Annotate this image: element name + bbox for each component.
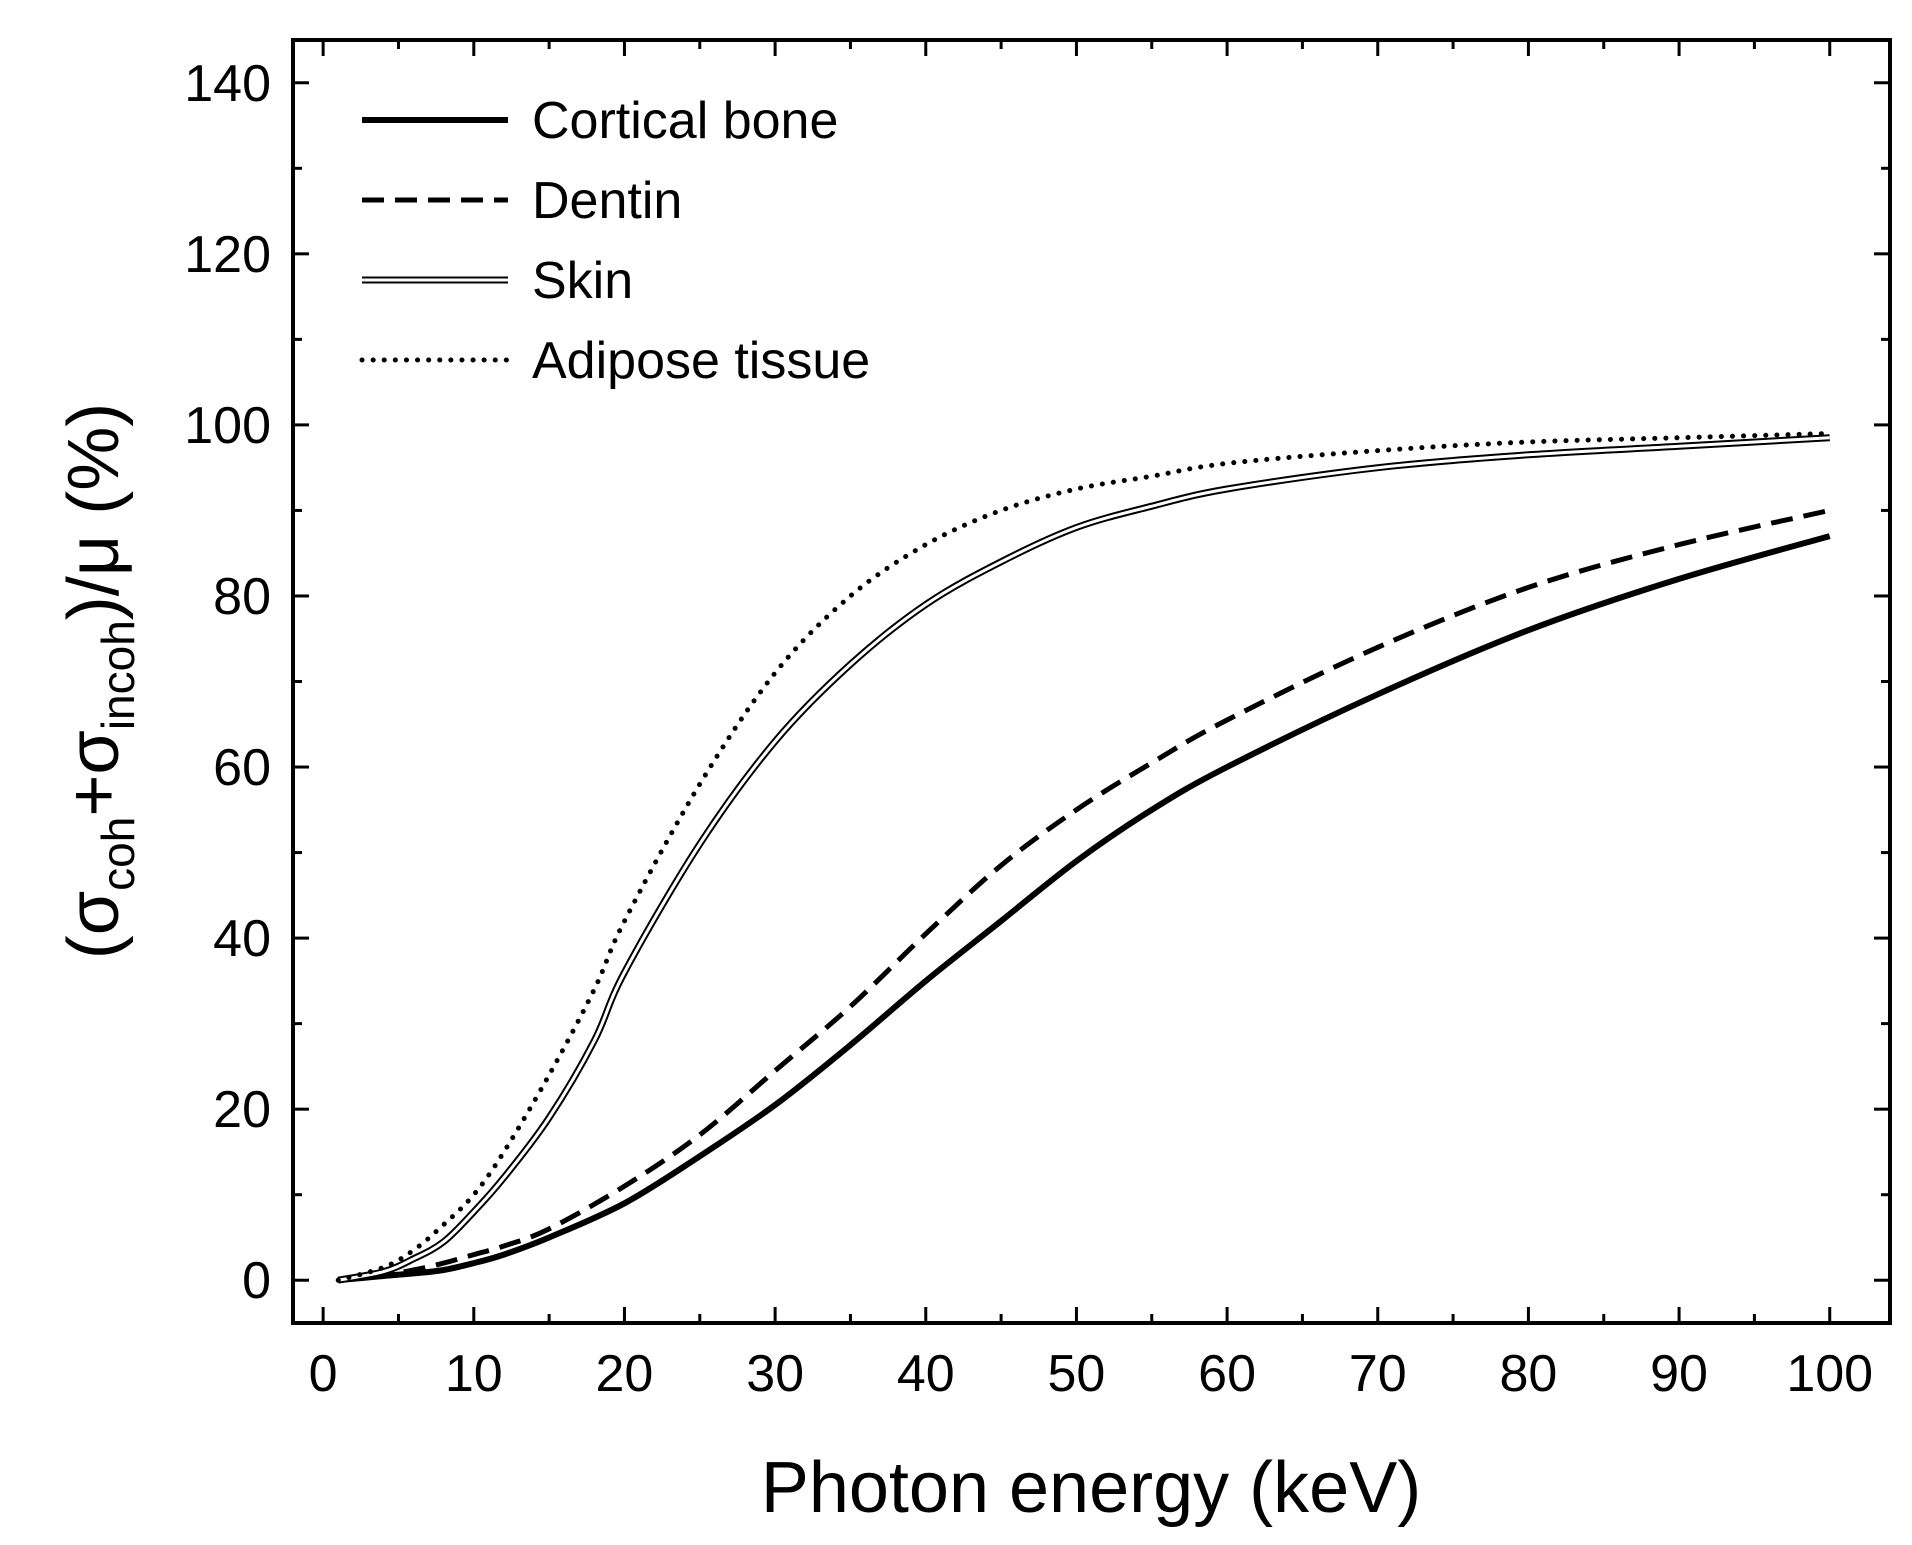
series-cortical-bone [337,533,1831,1284]
tick-labels: 0 10 20 30 40 50 60 70 80 90 100 0 20 40 60 80 100 120 140 [184,55,1873,1403]
y-title-rest: )/μ (%) [54,403,134,620]
y-title-plus: + [54,775,134,817]
y-tick-label: 60 [213,739,271,797]
y-tick-label: 140 [184,55,271,113]
y-tick-label: 40 [213,910,271,968]
legend: Cortical bone Dentin Skin Adipose tissue [359,92,870,390]
series-dentin [337,507,1831,1283]
y-tick-label: 120 [184,226,271,284]
x-tick-label: 30 [746,1345,804,1403]
x-tick-label: 70 [1349,1345,1407,1403]
y-title-sigma-coh: σ [54,891,134,935]
x-tick-label: 80 [1499,1345,1557,1403]
y-title-sigma-incoh: σ [54,730,134,774]
plot-frame [291,38,1892,1325]
series-skin [337,434,1830,1284]
legend-item-skin: Skin [362,252,633,310]
x-tick-label: 90 [1650,1345,1708,1403]
legend-item-adipose-tissue: Adipose tissue [359,332,870,390]
svg-text:(σcoh+σincoh)/μ (%): (σcoh+σincoh)/μ (%) [54,403,144,960]
x-tick-label: 60 [1198,1345,1256,1403]
axis-ticks [293,40,1890,1323]
y-title-open-paren: ( [54,935,134,959]
plot-series [335,431,1833,1284]
y-title-sub-incoh: incoh [92,620,144,730]
x-axis-title: Photon energy (keV) [761,1448,1421,1528]
y-tick-label: 20 [213,1081,271,1139]
legend-label: Cortical bone [532,92,838,150]
y-tick-label: 0 [242,1252,271,1310]
series-line-dentin [337,507,1831,1283]
x-tick-label: 100 [1786,1345,1873,1403]
legend-label: Adipose tissue [532,332,870,390]
y-axis-title: (σcoh+σincoh)/μ (%) [54,403,144,960]
legend-item-dentin: Dentin [362,172,682,230]
legend-label: Skin [532,252,633,310]
legend-item-cortical-bone: Cortical bone [362,92,838,150]
legend-label: Dentin [532,172,682,230]
series-line-cortical-bone [337,533,1831,1284]
x-tick-label: 40 [897,1345,955,1403]
y-tick-label: 100 [184,397,271,455]
x-tick-label: 0 [309,1345,338,1403]
y-tick-label: 80 [213,568,271,626]
series-line-skin-inner [337,436,1830,1282]
y-title-sub-coh: coh [92,817,144,891]
x-tick-label: 50 [1048,1345,1106,1403]
x-tick-label: 20 [596,1345,654,1403]
x-tick-label: 10 [445,1345,503,1403]
